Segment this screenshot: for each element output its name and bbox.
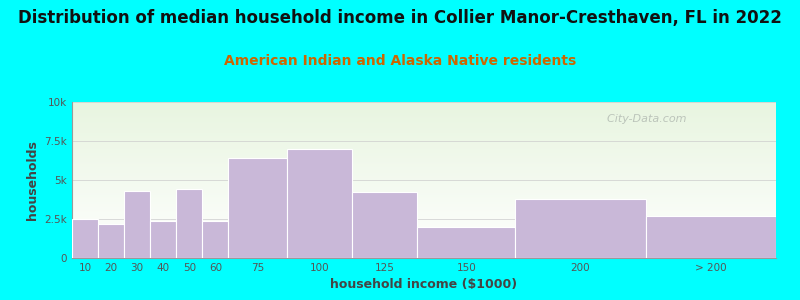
Text: Distribution of median household income in Collier Manor-Cresthaven, FL in 2022: Distribution of median household income … <box>18 9 782 27</box>
Text: American Indian and Alaska Native residents: American Indian and Alaska Native reside… <box>224 54 576 68</box>
Bar <box>72 219 98 258</box>
Bar <box>515 199 646 258</box>
Bar <box>202 220 229 258</box>
Text: City-Data.com: City-Data.com <box>600 115 686 124</box>
Bar <box>287 149 352 258</box>
Bar <box>176 189 202 258</box>
Bar <box>150 220 176 258</box>
Bar <box>352 193 418 258</box>
Bar <box>124 191 150 258</box>
Bar <box>418 227 515 258</box>
Y-axis label: households: households <box>26 140 39 220</box>
Bar <box>229 158 287 258</box>
Bar <box>98 224 124 258</box>
X-axis label: household income ($1000): household income ($1000) <box>330 278 518 291</box>
Bar <box>646 216 776 258</box>
